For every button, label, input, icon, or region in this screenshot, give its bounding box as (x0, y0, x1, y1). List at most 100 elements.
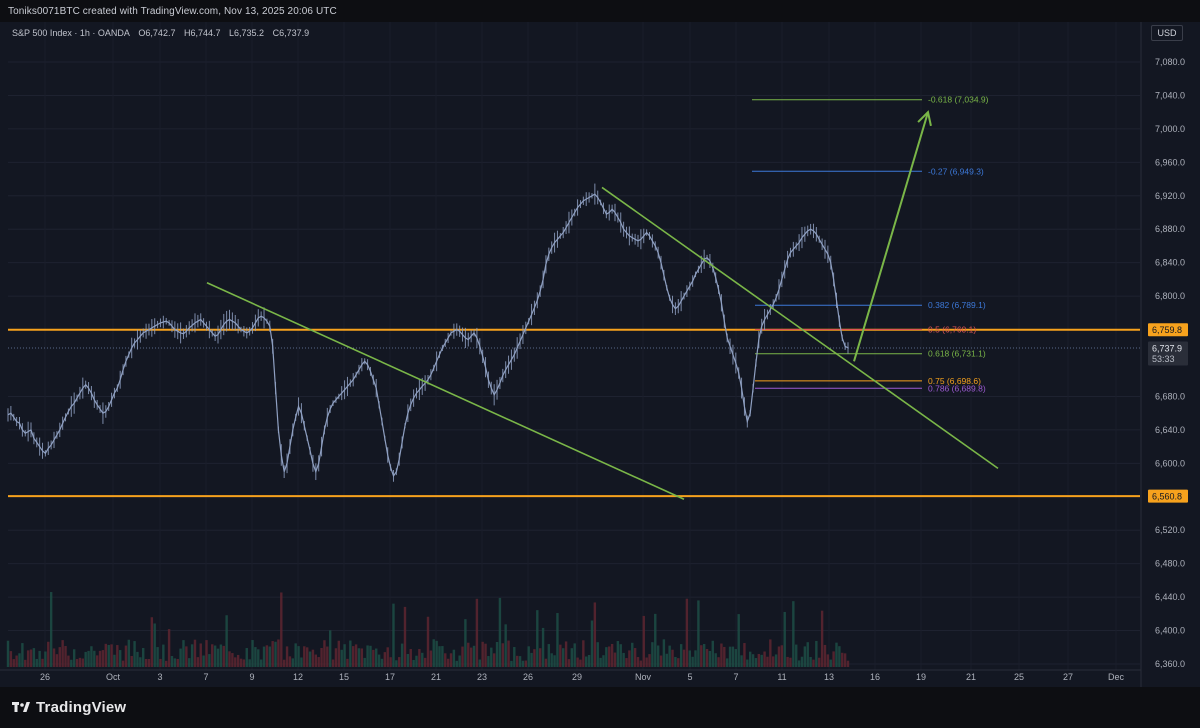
volume-bar (285, 646, 289, 667)
volume-bar (95, 655, 99, 667)
volume-bar (257, 649, 260, 667)
volume-bar (259, 659, 263, 667)
volume-bar (541, 627, 545, 667)
tradingview-brand[interactable]: TradingView (12, 699, 126, 716)
volume-bar (12, 659, 15, 667)
volume-bar (521, 660, 525, 667)
price-badges: 6,759.8 6,560.8 6,737.953:33 (1148, 323, 1188, 503)
volume-bar (570, 648, 574, 667)
volume-bar (671, 649, 674, 667)
volume-bar (323, 640, 326, 667)
volume-bar (737, 614, 740, 667)
volume-bar (777, 646, 781, 667)
volume-bar (538, 648, 542, 667)
volume-bar (723, 646, 726, 667)
volume-bar (98, 650, 102, 667)
time-tick-label: 26 (523, 672, 533, 682)
volume-bar (314, 654, 318, 667)
volume-bar (383, 652, 387, 667)
price-chart[interactable]: -0.618 (7,034.9) -0.27 (6,949.3) 0.382 (6,… (0, 22, 1200, 687)
volume-bar (593, 602, 597, 667)
volume-bar (682, 649, 686, 667)
volume-bar (294, 643, 297, 667)
volume-bar (659, 655, 663, 667)
volume-bar (6, 640, 10, 667)
volume-bar (369, 645, 372, 667)
volume-bar (605, 647, 608, 667)
volume-bar (133, 641, 136, 667)
price-tick-label: 6,360.0 (1155, 659, 1185, 669)
volume-bar (162, 644, 165, 667)
time-tick-label: 5 (687, 672, 692, 682)
price-series (7, 183, 849, 482)
last-price-badge (1148, 341, 1188, 366)
price-tick-label: 6,520.0 (1155, 525, 1185, 535)
volume-bar (159, 658, 162, 667)
volume-bar (714, 653, 717, 667)
volume-bar (826, 654, 830, 667)
volume-bar (308, 651, 312, 667)
volume-bar (121, 660, 125, 667)
volume-bar (90, 646, 93, 667)
volume-bar (29, 649, 33, 667)
volume-bar (444, 653, 447, 667)
volume-bar (846, 660, 850, 667)
price-tick-label: 6,640.0 (1155, 425, 1185, 435)
volume-bar (18, 653, 21, 667)
volume-bar (282, 659, 286, 667)
fib-label: 0.618 (6,731.1) (928, 349, 986, 359)
trendlines (206, 110, 999, 501)
volume-bar (337, 640, 341, 667)
currency-button[interactable]: USD (1151, 25, 1183, 41)
time-tick-label: 3 (157, 672, 162, 682)
projection-arrow (853, 111, 929, 362)
volume-bar (562, 648, 565, 667)
volume-bar (665, 653, 668, 667)
volume-bar (717, 657, 720, 667)
volume-bar (225, 615, 228, 667)
volume-bar (216, 648, 220, 667)
volume-bar (340, 649, 343, 667)
volume-bar (409, 649, 412, 667)
volume-bar (455, 660, 458, 667)
volume-bar (668, 645, 671, 667)
volume-bar (677, 658, 680, 667)
volume-bar (573, 643, 576, 667)
volume-bar (199, 643, 202, 667)
volume-bar (513, 647, 516, 667)
time-tick-label: 7 (203, 672, 208, 682)
volume-bar (406, 654, 410, 667)
volume-bar (389, 657, 392, 667)
volume-bar (153, 623, 156, 667)
volume-bar (360, 648, 364, 667)
volume-bar (9, 651, 13, 667)
price-tick-label: 7,040.0 (1155, 90, 1185, 100)
volume-bar (113, 654, 116, 667)
volume-bar (446, 658, 450, 667)
volume-bar (492, 653, 496, 667)
volume-bar (346, 658, 349, 667)
volume-bar (823, 644, 827, 667)
volume-bar (222, 645, 225, 667)
volume-bar (654, 613, 657, 667)
time-tick-label: 16 (870, 672, 880, 682)
volume-bar (510, 660, 513, 667)
volume-bar (449, 653, 453, 667)
volume-bar (619, 644, 622, 667)
volume-bar (245, 648, 248, 667)
volume-bar (806, 642, 809, 667)
volume-bar (530, 652, 533, 667)
volume-bar (795, 644, 798, 667)
volume-bar (495, 641, 499, 667)
fib-label: -0.618 (7,034.9) (928, 95, 989, 105)
time-tick-label: 17 (385, 672, 395, 682)
volume-bar (746, 659, 749, 667)
volume-bar (403, 606, 407, 667)
volume-bar (320, 647, 323, 667)
chart-area[interactable] (0, 22, 1200, 687)
volume-bar (841, 652, 844, 667)
volume-bars (6, 592, 850, 667)
ohlc-high: H6,744.7 (183, 28, 221, 38)
price-tick-label: 6,600.0 (1155, 458, 1185, 468)
volume-bar (613, 652, 617, 667)
